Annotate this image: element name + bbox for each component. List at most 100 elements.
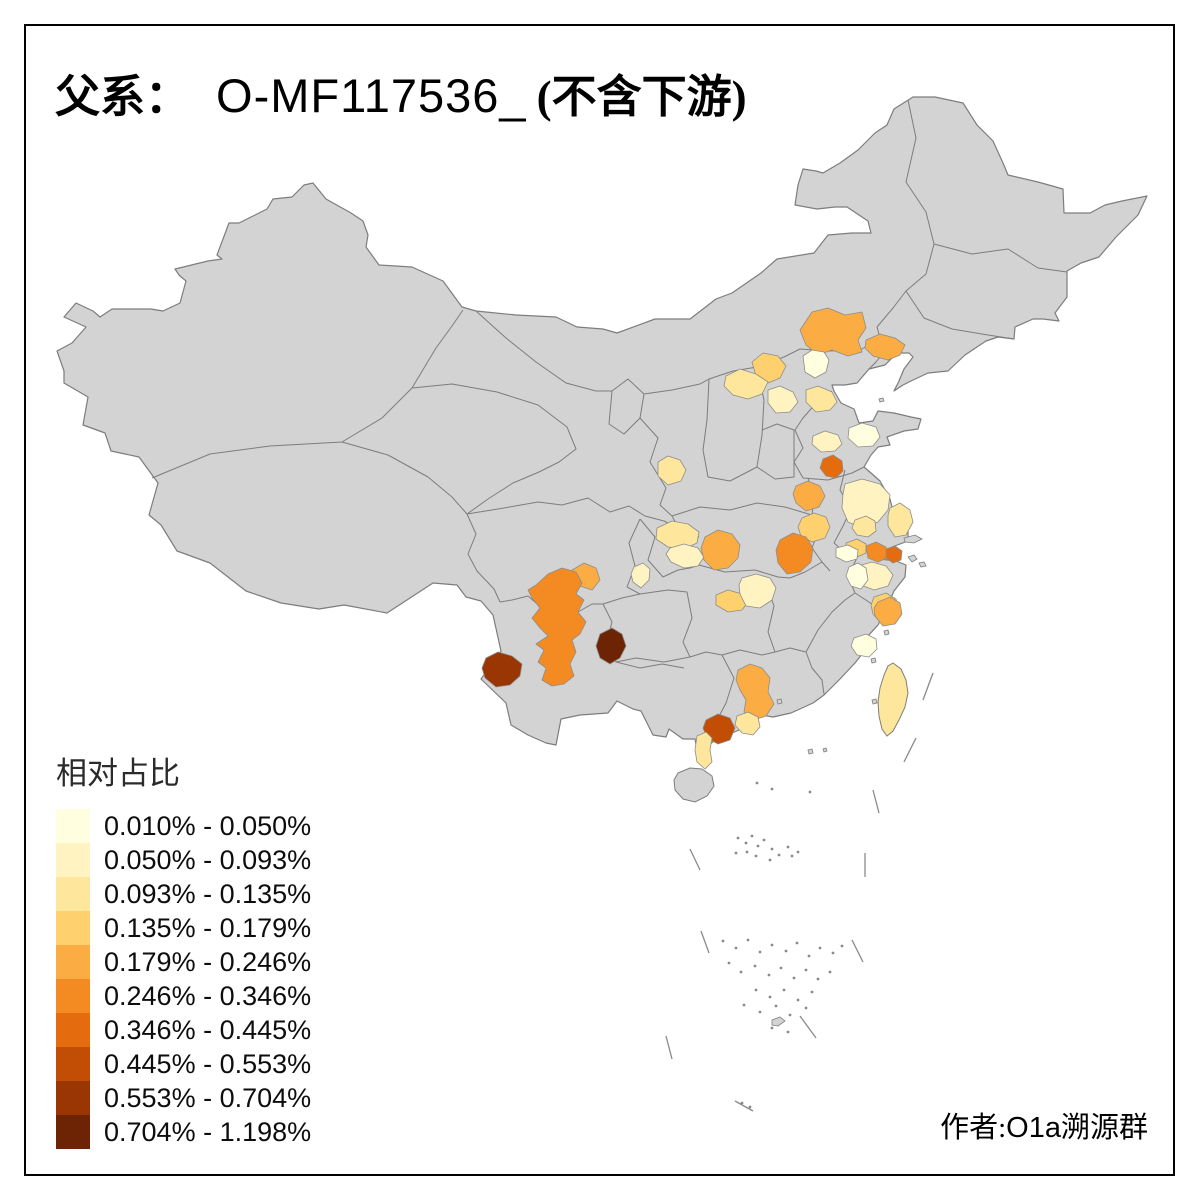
province-border: [702, 378, 710, 478]
small-island: [784, 949, 788, 953]
small-island: [796, 850, 800, 854]
small-island: [756, 844, 760, 848]
province-border: [905, 290, 1015, 340]
small-island: [768, 995, 772, 999]
title-prefix: 父系：: [55, 72, 191, 122]
small-island: [754, 988, 758, 992]
map-region: [841, 478, 891, 529]
map-region: [715, 589, 749, 613]
legend-label: 0.010% - 0.050%: [104, 811, 312, 841]
small-island: [755, 781, 759, 785]
map-region: [655, 520, 700, 550]
legend-row: 0.135% - 0.179%: [56, 911, 311, 945]
small-island: [777, 853, 781, 857]
map-region: [481, 651, 523, 688]
sea-dash: [689, 848, 701, 871]
map-region: [595, 627, 627, 665]
small-island: [907, 554, 918, 563]
small-island: [883, 629, 890, 636]
small-island: [742, 1003, 746, 1007]
province-border: [466, 513, 501, 603]
small-island: [918, 561, 927, 568]
small-island: [831, 951, 835, 955]
small-island: [750, 834, 754, 838]
small-island: [796, 998, 800, 1002]
small-island: [870, 657, 877, 664]
small-island: [871, 698, 878, 705]
small-island: [758, 1010, 762, 1014]
legend-row: 0.050% - 0.093%: [56, 843, 311, 877]
taiwan-region: [877, 662, 909, 737]
sea-dash: [903, 737, 917, 763]
legend-rows: 0.010% - 0.050% 0.050% - 0.093% 0.093% - 0…: [56, 809, 311, 1149]
map-region: [864, 333, 906, 361]
province-border: [933, 243, 1068, 273]
small-island: [736, 836, 740, 840]
map-region: [735, 663, 775, 721]
legend-label: 0.246% - 0.346%: [104, 981, 312, 1011]
legend-swatch: [56, 809, 90, 843]
hainan-island: [673, 767, 715, 803]
sea-dash: [922, 672, 934, 701]
small-island: [776, 698, 783, 705]
map-region: [734, 711, 761, 736]
map-title: 父系： O-MF117536_ (不含下游): [55, 60, 747, 125]
legend-swatch: [56, 877, 90, 911]
province-border: [905, 99, 935, 292]
small-island: [739, 970, 743, 974]
small-island: [754, 854, 758, 858]
map-region: [819, 454, 844, 479]
small-island: [828, 970, 832, 974]
small-island: [734, 851, 738, 855]
map-region: [527, 567, 587, 687]
small-island: [758, 950, 762, 954]
map-region: [797, 512, 831, 543]
legend-swatch: [56, 979, 90, 1013]
small-island: [748, 1105, 752, 1109]
legend-label: 0.135% - 0.179%: [104, 913, 312, 943]
attribution: 作者:O1a溯源群: [940, 1104, 1148, 1146]
small-island: [745, 850, 749, 854]
map-region: [805, 385, 838, 413]
haplogroup-code: O-MF117536_: [216, 69, 527, 122]
province-border: [789, 561, 823, 579]
map-region: [792, 480, 826, 512]
small-island: [771, 1016, 786, 1027]
province-border: [626, 518, 641, 595]
attribution-code: O1a: [1006, 1112, 1061, 1144]
small-island: [808, 790, 812, 794]
province-border: [615, 661, 685, 669]
sea-dash: [734, 1100, 754, 1112]
small-island: [770, 847, 774, 851]
small-island: [774, 1004, 778, 1008]
province-border: [805, 651, 825, 695]
small-island: [792, 976, 796, 980]
legend-label: 0.093% - 0.135%: [104, 879, 312, 909]
province-border: [411, 383, 577, 515]
legend-row: 0.445% - 0.553%: [56, 1047, 311, 1081]
map-region: [847, 422, 881, 448]
legend-title: 相对占比: [56, 756, 180, 791]
map-region: [657, 455, 687, 486]
small-island: [786, 845, 790, 849]
map-region: [694, 731, 713, 770]
small-island: [779, 966, 783, 970]
province-border: [793, 390, 865, 481]
map-region: [700, 529, 741, 571]
legend-label: 0.346% - 0.445%: [104, 1015, 312, 1045]
map-region: [775, 532, 814, 575]
small-island: [810, 990, 814, 994]
small-island: [903, 534, 923, 544]
small-island: [768, 858, 772, 862]
legend: 相对占比 0.010% - 0.050% 0.050% - 0.093% 0.093…: [56, 748, 311, 1149]
province-border: [671, 502, 813, 517]
small-island: [786, 1030, 790, 1034]
attribution-prefix: 作者:: [940, 1112, 1007, 1144]
province-border: [341, 441, 468, 515]
small-island: [770, 1026, 774, 1030]
small-island: [782, 988, 786, 992]
map-region: [767, 385, 799, 414]
legend-label: 0.704% - 1.198%: [104, 1117, 312, 1147]
province-border: [639, 518, 700, 578]
province-border: [643, 378, 710, 395]
